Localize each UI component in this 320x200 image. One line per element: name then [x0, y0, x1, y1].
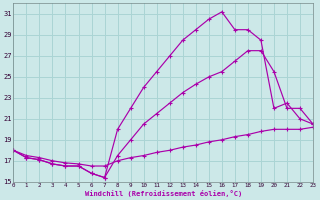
X-axis label: Windchill (Refroidissement éolien,°C): Windchill (Refroidissement éolien,°C) — [84, 190, 242, 197]
